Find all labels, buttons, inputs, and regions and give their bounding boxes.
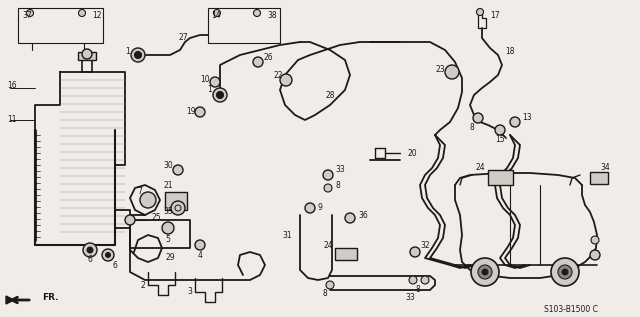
Text: 6: 6 xyxy=(88,256,92,264)
Circle shape xyxy=(590,250,600,260)
Text: 8: 8 xyxy=(470,124,474,133)
Circle shape xyxy=(102,249,114,261)
Text: 35: 35 xyxy=(163,208,173,217)
Circle shape xyxy=(305,203,315,213)
Text: 8: 8 xyxy=(336,180,340,190)
Circle shape xyxy=(213,88,227,102)
Text: S103-B1500 C: S103-B1500 C xyxy=(544,306,598,314)
Polygon shape xyxy=(6,296,14,304)
Text: 38: 38 xyxy=(267,10,276,20)
Circle shape xyxy=(562,269,568,275)
Circle shape xyxy=(171,201,185,215)
Circle shape xyxy=(125,215,135,225)
Circle shape xyxy=(410,247,420,257)
Bar xyxy=(590,172,608,184)
Bar xyxy=(18,8,103,43)
Text: 15: 15 xyxy=(495,135,505,145)
Circle shape xyxy=(195,107,205,117)
Text: 26: 26 xyxy=(263,53,273,61)
Circle shape xyxy=(477,9,483,16)
Circle shape xyxy=(323,170,333,180)
Text: 36: 36 xyxy=(358,210,368,219)
Circle shape xyxy=(195,240,205,250)
Circle shape xyxy=(253,10,260,16)
Text: 10: 10 xyxy=(200,75,210,85)
Text: 4: 4 xyxy=(198,250,202,260)
Circle shape xyxy=(473,113,483,123)
Circle shape xyxy=(83,243,97,257)
Text: 24: 24 xyxy=(323,241,333,249)
Text: FR.: FR. xyxy=(42,294,58,302)
Text: 33: 33 xyxy=(335,165,345,174)
Circle shape xyxy=(173,165,183,175)
Circle shape xyxy=(210,77,220,87)
Text: 21: 21 xyxy=(163,180,173,190)
Text: 1: 1 xyxy=(125,48,131,56)
Text: 22: 22 xyxy=(273,70,283,80)
Circle shape xyxy=(214,10,221,16)
Text: 1: 1 xyxy=(207,86,212,94)
Circle shape xyxy=(478,265,492,279)
Circle shape xyxy=(253,57,263,67)
Circle shape xyxy=(79,10,86,16)
Circle shape xyxy=(510,117,520,127)
Bar xyxy=(335,248,357,260)
Bar xyxy=(488,170,513,185)
Text: 34: 34 xyxy=(600,164,610,172)
Text: 25: 25 xyxy=(152,214,162,223)
Circle shape xyxy=(216,92,223,99)
Text: 30: 30 xyxy=(163,160,173,170)
Text: 14: 14 xyxy=(211,10,221,20)
Text: 28: 28 xyxy=(325,90,335,100)
Text: 8: 8 xyxy=(323,288,328,297)
Text: 11: 11 xyxy=(7,115,17,125)
Text: 27: 27 xyxy=(178,34,188,42)
Circle shape xyxy=(162,222,174,234)
Text: 37: 37 xyxy=(22,11,32,21)
Text: 16: 16 xyxy=(7,81,17,90)
Circle shape xyxy=(421,276,429,284)
Circle shape xyxy=(345,213,355,223)
Circle shape xyxy=(558,265,572,279)
Text: 29: 29 xyxy=(165,254,175,262)
Text: 19: 19 xyxy=(186,107,196,117)
Circle shape xyxy=(324,184,332,192)
Text: 9: 9 xyxy=(318,204,323,212)
Text: 5: 5 xyxy=(166,236,170,244)
Text: 2: 2 xyxy=(140,281,145,289)
Text: 3: 3 xyxy=(187,288,192,296)
Circle shape xyxy=(140,192,156,208)
Bar xyxy=(165,192,187,210)
Text: 24: 24 xyxy=(475,164,485,172)
Text: 17: 17 xyxy=(490,10,500,20)
Text: 32: 32 xyxy=(420,242,429,250)
Text: 20: 20 xyxy=(408,148,418,158)
Circle shape xyxy=(326,281,334,289)
Circle shape xyxy=(26,10,33,16)
Circle shape xyxy=(495,125,505,135)
Circle shape xyxy=(82,49,92,59)
Text: 23: 23 xyxy=(435,66,445,74)
Text: 31: 31 xyxy=(282,230,292,240)
Text: 6: 6 xyxy=(113,261,117,269)
Circle shape xyxy=(591,236,599,244)
Text: 8: 8 xyxy=(415,286,420,294)
Circle shape xyxy=(409,276,417,284)
Circle shape xyxy=(106,253,111,257)
Text: 18: 18 xyxy=(505,48,515,56)
Text: 33: 33 xyxy=(405,294,415,302)
Text: 7: 7 xyxy=(138,187,143,197)
Circle shape xyxy=(471,258,499,286)
Circle shape xyxy=(280,74,292,86)
Bar xyxy=(78,52,96,60)
Circle shape xyxy=(131,48,145,62)
Circle shape xyxy=(87,247,93,253)
Circle shape xyxy=(551,258,579,286)
Circle shape xyxy=(445,65,459,79)
Text: 13: 13 xyxy=(522,113,532,122)
Circle shape xyxy=(482,269,488,275)
Text: 12: 12 xyxy=(92,10,102,20)
Circle shape xyxy=(134,51,141,59)
Bar xyxy=(208,8,280,43)
